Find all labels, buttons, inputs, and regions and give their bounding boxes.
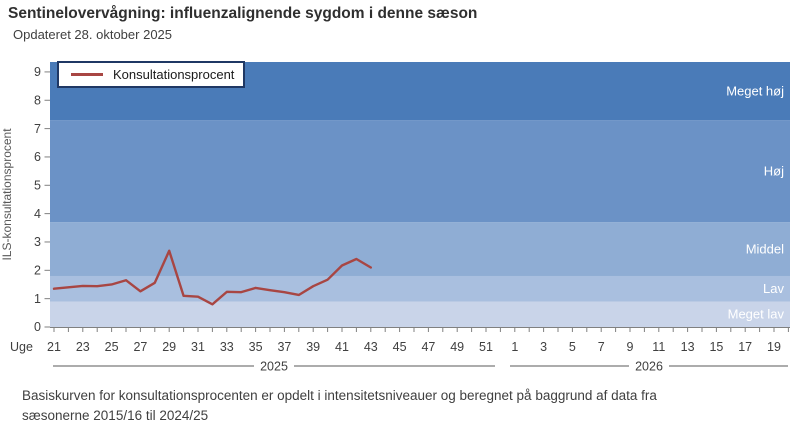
x-axis-tick-label: 45: [393, 340, 407, 354]
x-axis-tick-label: 49: [450, 340, 464, 354]
x-axis-tick-label: 7: [598, 340, 605, 354]
band-label-h-j: Høj: [764, 164, 784, 179]
x-axis-tick-label: 1: [511, 340, 518, 354]
legend-label: Konsultationsprocent: [113, 67, 235, 82]
x-axis-tick-label: 39: [306, 340, 320, 354]
x-axis-tick-label: 25: [105, 340, 119, 354]
footnote-line-2: sæsonerne 2015/16 til 2024/25: [22, 408, 209, 424]
x-axis-tick-label: 37: [277, 340, 291, 354]
band-label-meget-h-j: Meget høj: [726, 84, 784, 99]
x-axis-tick-label: 5: [569, 340, 576, 354]
x-axis-tick-label: 9: [627, 340, 634, 354]
intensity-band-h-j: [50, 120, 790, 223]
y-axis-tick-label: 1: [34, 292, 41, 306]
x-axis-tick-label: 43: [364, 340, 378, 354]
y-axis-title: ILS-konsultationsprocent: [0, 128, 14, 261]
x-axis-tick-label: 21: [47, 340, 61, 354]
footnote-line-1: Basiskurven for konsultationsprocenten e…: [22, 388, 657, 403]
y-axis-tick-label: 5: [34, 178, 41, 192]
x-axis-tick-label: 33: [220, 340, 234, 354]
series-line-konsultationsprocent: [52, 249, 372, 306]
y-axis-tick-label: 4: [34, 207, 41, 221]
footnote: Basiskurven for konsultationsprocenten e…: [22, 386, 782, 427]
x-axis-tick-label: 17: [738, 340, 752, 354]
x-axis-tick-label: 31: [191, 340, 205, 354]
x-axis-tick-label: 3: [540, 340, 547, 354]
chart-legend: Konsultationsprocent: [57, 61, 245, 88]
y-axis-tick-label: 0: [34, 320, 41, 334]
x-axis-tick-label: 13: [681, 340, 695, 354]
year-group-label: 2026: [635, 359, 663, 373]
x-axis-tick-label: 19: [767, 340, 781, 354]
x-axis-prefix-label: Uge: [10, 340, 33, 354]
band-label-lav: Lav: [763, 281, 784, 296]
x-axis-tick-label: 27: [133, 340, 147, 354]
x-axis-tick-label: 35: [249, 340, 263, 354]
legend-line-sample-icon: [71, 73, 103, 76]
band-label-meget-lav: Meget lav: [728, 307, 785, 322]
y-axis-tick-label: 6: [34, 150, 41, 164]
updated-date: Opdateret 28. oktober 2025: [13, 27, 173, 42]
x-axis-tick-label: 51: [479, 340, 493, 354]
y-axis-tick-label: 2: [34, 264, 41, 278]
band-label-middel: Middel: [746, 242, 784, 257]
y-axis-tick-label: 8: [34, 93, 41, 107]
year-group-label: 2025: [260, 359, 288, 373]
x-axis-tick-label: 41: [335, 340, 349, 354]
y-axis-tick-label: 3: [34, 235, 41, 249]
x-axis-tick-label: 15: [709, 340, 723, 354]
y-axis-tick-label: 7: [34, 122, 41, 136]
x-axis-tick-label: 23: [76, 340, 90, 354]
x-axis-tick-label: 47: [421, 340, 435, 354]
intensity-band-lav: [50, 275, 790, 302]
intensity-band-meget-lav: [50, 301, 790, 327]
x-axis-tick-label: 29: [162, 340, 176, 354]
y-axis-tick-label: 9: [34, 65, 41, 79]
page-title: Sentinelovervågning: influenzalignende s…: [8, 5, 478, 22]
x-axis-tick-label: 11: [652, 340, 665, 354]
